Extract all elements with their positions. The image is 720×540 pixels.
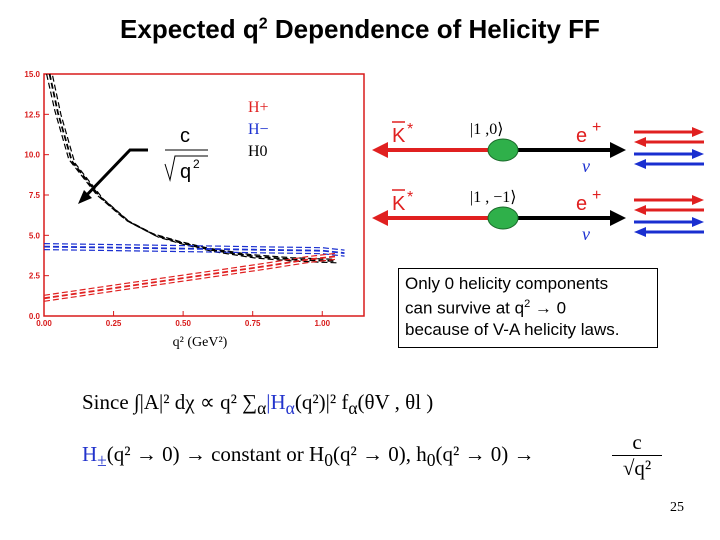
row1-spin-arrow-head-icon [692,127,704,137]
row2-kstar-star: * [407,189,413,206]
helicity-diagram: K * |1 ,0⟩ e +νK * |1 , −1⟩ e +ν [372,119,704,244]
row2-spin-arrow-head-icon [692,195,704,205]
series-line-hminus [43,245,345,254]
row2-helicity-state: |1 , −1⟩ [470,189,516,206]
series-line-h0 [52,75,340,264]
c-over-sqrt-q2-formula: cq 2 [78,125,208,204]
row2-b-meson-blob [487,206,519,230]
y-tick-label: 12.5 [24,110,40,119]
series-line-hplus [43,252,337,296]
row1-spin-arrow-head-icon [692,149,704,159]
y-tick-label: 10.0 [24,151,40,160]
row2-positron-charge: + [592,187,601,204]
arrow-head-icon [78,190,92,204]
legend-entry: H0 [248,143,268,160]
y-tick-label: 2.5 [29,272,41,281]
series-line-hminus [43,243,345,251]
row1-b-meson-blob [487,138,519,162]
x-tick-label: 1.00 [314,319,330,328]
series-line-hplus [43,258,337,302]
y-tick-label: 0.0 [29,312,41,321]
row1-spin-arrow-head-icon [634,159,646,169]
legend-entry: H+ [248,99,269,116]
axis-ticks: 0.0 2.5 5.0 7.5 10.0 12.5 15.0 0.00 0.25 0.50 0.75… [24,70,330,350]
sqrt-sign [164,155,208,182]
row1-kstar-label: K [392,125,406,147]
row1-positron-charge: + [592,119,601,136]
row2-kstar-label: K [392,193,406,215]
series-line-hplus [43,255,337,300]
y-tick-label: 5.0 [29,231,41,240]
row2-spin-arrow-head-icon [634,205,646,215]
x-tick-label: 0.00 [36,319,52,328]
x-tick-label: 0.25 [106,319,122,328]
plot-frame [43,73,365,317]
formula-denominator: q [180,161,191,183]
row2-lepton-arrow-head-icon [610,210,626,226]
formula-numerator: c [180,125,190,147]
limit-fraction: c √q² [612,430,662,481]
row1-lepton-arrow-head-icon [610,142,626,158]
row1-kstar-star: * [407,121,413,138]
row2-spin-arrow-head-icon [634,227,646,237]
chart-series [43,73,345,302]
x-tick-label: 0.50 [175,319,191,328]
row2-positron-label: e [576,193,587,215]
row2-spin-arrow-head-icon [692,217,704,227]
x-tick-label: 0.75 [245,319,261,328]
helicity-note-box: Only 0 helicity components can survive a… [398,268,658,348]
row1-kstar-arrow-head-icon [372,142,388,158]
row1-neutrino-label: ν [582,156,590,176]
page-title: Expected q2 Dependence of Helicity FF [120,14,600,44]
y-tick-label: 7.5 [29,191,41,200]
row2-kstar-arrow-head-icon [372,210,388,226]
row1-positron-label: e [576,125,587,147]
formula-exponent: 2 [193,157,200,171]
page-number: 25 [670,500,684,515]
formula-pointer-line [80,148,148,202]
legend-entry: H− [248,121,269,138]
x-axis-label: q² (GeV²) [173,335,228,350]
row1-helicity-state: |1 ,0⟩ [470,121,503,138]
row1-spin-arrow-head-icon [634,137,646,147]
since-equation: Since ∫|A|² dχ ∝ q² ∑α|Hα(q²)|² fα(θV , … [82,390,434,419]
series-line-hminus [43,249,345,257]
limit-equation: H±(q² → 0) → constant or H0(q² → 0), h0(… [82,442,535,471]
row2-neutrino-label: ν [582,224,590,244]
chart-legend: H+ H− H0 [248,99,269,160]
y-tick-label: 15.0 [24,70,40,79]
helicity-figure: 0.0 2.5 5.0 7.5 10.0 12.5 15.0 0.00 0.25 0.50 0.75… [24,70,704,350]
plot-border [43,73,365,317]
